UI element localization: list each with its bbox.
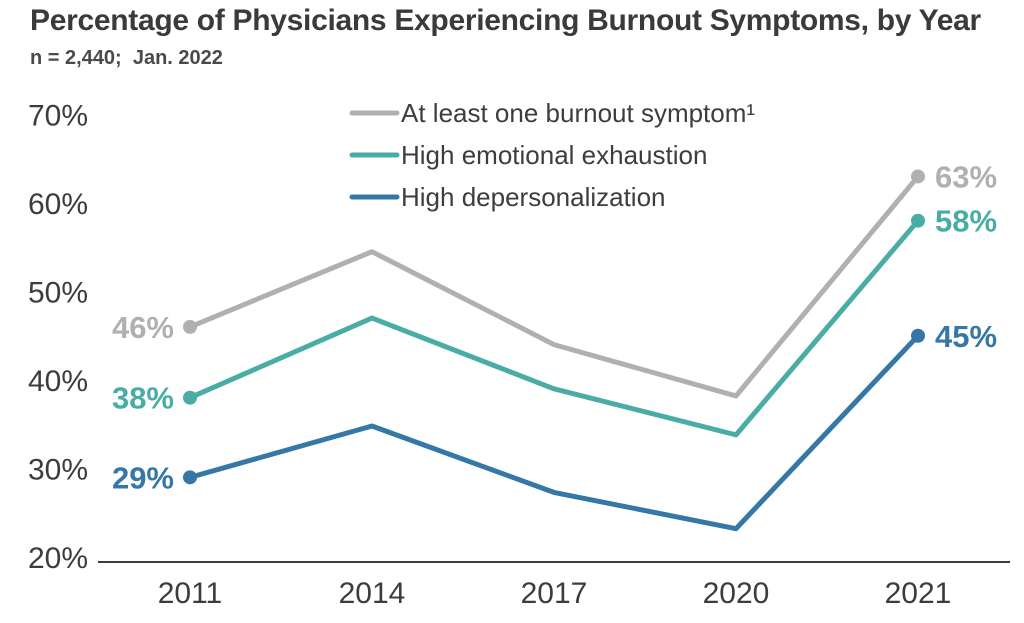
series-line-at-least-one-burnout-symptom xyxy=(187,173,921,399)
y-axis-tick-label: 30% xyxy=(28,454,88,487)
y-axis-tick-label: 20% xyxy=(28,542,88,575)
series-line-high-emotional-exhaustion xyxy=(187,218,921,438)
y-axis-tick-label: 70% xyxy=(28,100,88,133)
data-point-dot-high-depersonalization-last xyxy=(911,328,925,343)
data-point-label-high-emotional-exhaustion-first: 38% xyxy=(112,381,174,416)
legend-label-at-least-one-burnout-symptom: At least one burnout symptom¹ xyxy=(401,98,755,128)
data-point-dot-high-depersonalization-first xyxy=(183,470,197,485)
legend-label-high-depersonalization: High depersonalization xyxy=(401,182,666,212)
chart-title: Percentage of Physicians Experiencing Bu… xyxy=(30,4,981,37)
data-point-dot-at-least-one-burnout-symptom-first xyxy=(183,319,197,334)
y-axis-tick-label: 40% xyxy=(28,365,88,398)
y-axis-tick-label: 60% xyxy=(28,188,88,221)
data-point-label-high-emotional-exhaustion-last: 58% xyxy=(935,204,997,239)
x-axis-tick-label: 2011 xyxy=(158,577,223,610)
x-axis-tick-label: 2020 xyxy=(703,577,770,610)
data-point-label-high-depersonalization-last: 45% xyxy=(935,319,997,354)
data-point-label-high-depersonalization-first: 29% xyxy=(112,460,174,495)
y-axis-tick-label: 50% xyxy=(28,277,88,310)
legend-label-high-emotional-exhaustion: High emotional exhaustion xyxy=(401,140,707,170)
data-point-dot-high-emotional-exhaustion-last xyxy=(911,213,925,228)
data-point-label-at-least-one-burnout-symptom-last: 63% xyxy=(935,159,997,194)
data-point-dot-at-least-one-burnout-symptom-last xyxy=(911,169,925,184)
chart-subtitle: n = 2,440; Jan. 2022 xyxy=(30,47,223,69)
data-point-dot-high-emotional-exhaustion-first xyxy=(183,390,197,405)
x-axis-tick-label: 2014 xyxy=(339,577,406,610)
x-axis-tick-label: 2021 xyxy=(885,577,952,610)
data-point-label-at-least-one-burnout-symptom-first: 46% xyxy=(112,310,174,345)
x-axis-tick-label: 2017 xyxy=(521,577,588,610)
series-line-high-depersonalization xyxy=(187,333,921,532)
